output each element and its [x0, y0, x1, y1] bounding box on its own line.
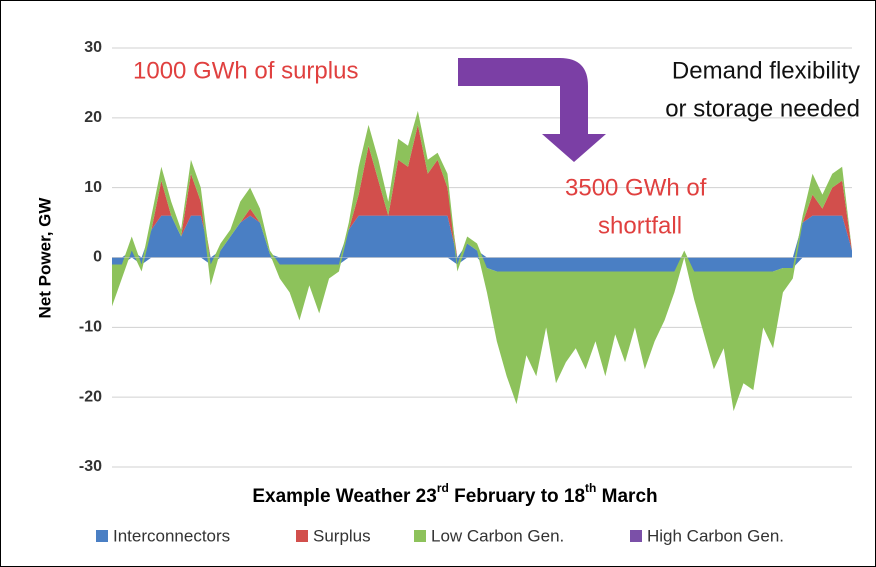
plot-area	[112, 47, 852, 468]
x-label-sup: th	[585, 481, 596, 495]
legend-swatch	[96, 530, 108, 542]
y-tick-label: -20	[79, 388, 102, 405]
legend-label: High Carbon Gen.	[647, 526, 784, 545]
y-tick-label: -30	[79, 458, 102, 475]
legend-swatch	[630, 530, 642, 542]
annotation: 3500 GWh of	[565, 174, 707, 201]
y-axis-label: Net Power, GW	[35, 197, 54, 319]
y-tick-label: 10	[84, 179, 102, 196]
annotation: or storage needed	[665, 95, 860, 122]
y-tick-label: 20	[84, 109, 102, 126]
annotation: shortfall	[598, 212, 682, 239]
x-label-part: March	[596, 486, 657, 507]
x-axis-label: Example Weather 23rd February to 18th Ma…	[252, 481, 657, 507]
x-label-part: Example Weather 23	[252, 486, 436, 507]
x-label-part: February to 18	[449, 486, 585, 507]
annotation: 1000 GWh of surplus	[133, 57, 358, 84]
legend-swatch	[296, 530, 308, 542]
legend-label: Interconnectors	[113, 526, 230, 545]
x-label-sup: rd	[437, 481, 449, 495]
legend-label: Surplus	[313, 526, 371, 545]
y-tick-label: 30	[84, 39, 102, 56]
y-tick-label: 0	[93, 249, 102, 266]
y-tick-label: -10	[79, 319, 102, 336]
legend-swatch	[414, 530, 426, 542]
arrow	[458, 58, 606, 162]
area	[112, 110, 852, 412]
legend-label: Low Carbon Gen.	[431, 526, 564, 545]
annotation: Demand flexibility	[672, 57, 860, 84]
